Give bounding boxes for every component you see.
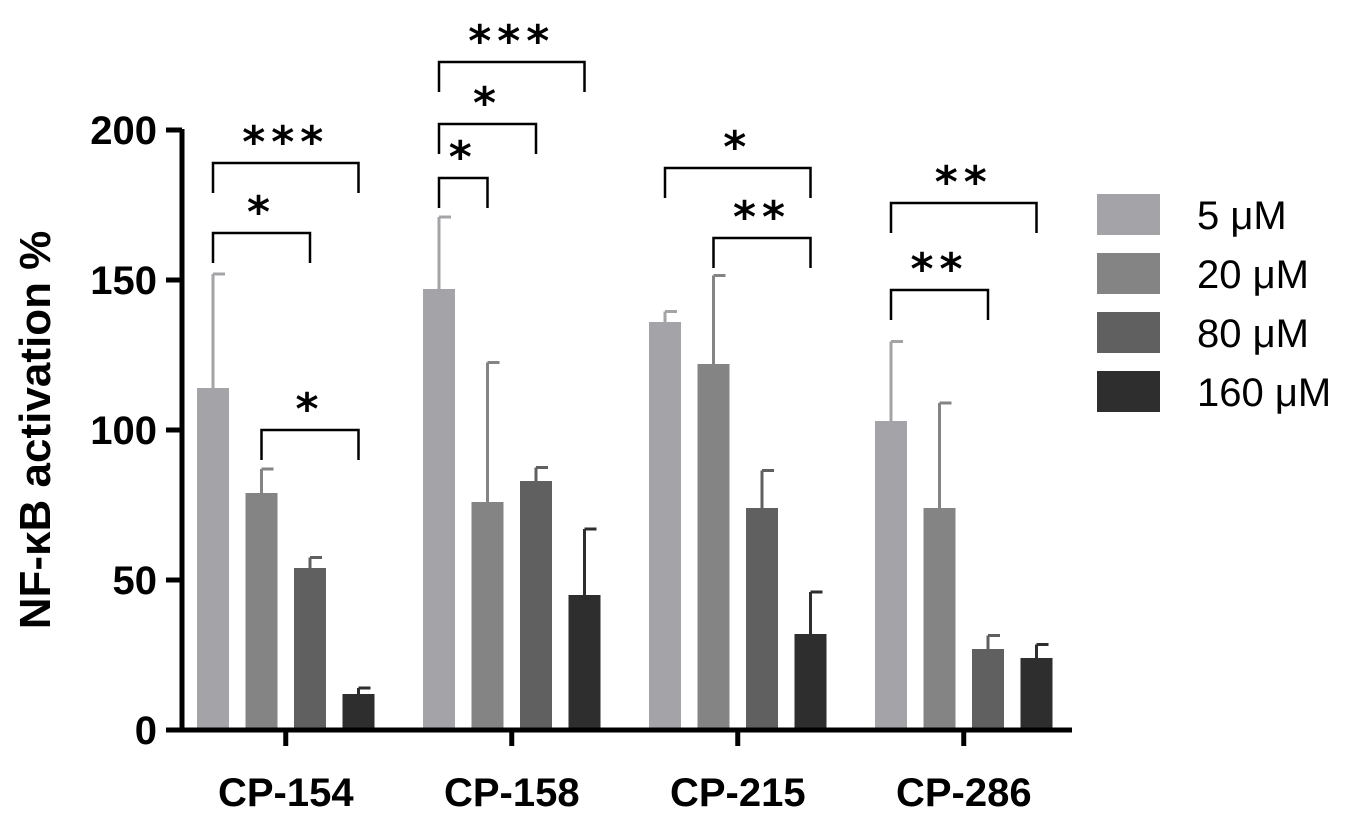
y-axis-label: NF-κB activation % [11, 231, 60, 630]
bar-cp-215-80-m [746, 508, 778, 730]
legend-swatch [1097, 253, 1160, 294]
significance-label: * [295, 384, 324, 435]
bar-cp-286-20-m [923, 508, 956, 730]
bar-cp-154-160-m [342, 694, 375, 730]
legend-swatch [1097, 312, 1160, 353]
significance-label: ** [935, 157, 993, 208]
error-bar-cp-286-20-m [938, 401, 952, 508]
significance-bracket-cp-158-0-2: * [437, 78, 538, 154]
significance-bracket-cp-215-1-3: ** [712, 192, 812, 268]
legend-swatch [1097, 371, 1160, 412]
y-tick-label-50: 50 [113, 559, 158, 603]
bar-cp-158-160-m [568, 595, 601, 730]
bar-cp-158-80-m [520, 481, 552, 730]
legend: 5 μM 20 μM 80 μM 160 μM [1097, 194, 1331, 415]
bar-cp-215-20-m [697, 364, 730, 730]
bar-cp-215-5-m [649, 322, 681, 730]
significance-bracket-cp-154-1-3: * [260, 384, 360, 460]
bar-cp-158-20-m [471, 502, 504, 730]
error-bar-cp-286-5-m [889, 340, 903, 421]
bracket-line [211, 231, 312, 263]
legend-item-20-m: 20 μM [1097, 253, 1309, 297]
significance-label: * [247, 187, 276, 238]
bar-cp-154-80-m [294, 568, 326, 730]
bar-cp-154-20-m [245, 493, 278, 730]
axes-layer: 0 50 100 150 200 CP-154 CP-158 CP-215 CP-286 [90, 109, 1072, 815]
bracket-line [712, 236, 812, 268]
x-tick-label-cp-154: CP-154 [218, 771, 354, 815]
error-bar-cp-286-80-m [986, 634, 1000, 649]
legend-item-5-m: 5 μM [1097, 194, 1287, 238]
bar-cp-286-160-m [1020, 658, 1053, 730]
significance-label: ** [910, 244, 968, 295]
legend-item-160-m: 160 μM [1097, 371, 1331, 415]
bracket-line [663, 166, 812, 198]
significance-bracket-cp-215-0-3: * [663, 122, 812, 198]
y-tick-label-150: 150 [90, 259, 157, 303]
significance-label: *** [468, 16, 555, 67]
significance-bracket-cp-154-0-3: *** [211, 117, 360, 193]
bracket-line [437, 176, 489, 208]
y-tick-label-200: 200 [90, 109, 157, 153]
significance-bracket-cp-154-0-2: * [211, 187, 312, 263]
bar-cp-158-5-m [423, 289, 455, 730]
error-bar-cp-158-80-m [534, 466, 548, 481]
error-bar-cp-215-5-m [663, 310, 677, 322]
error-bar-cp-154-160-m [357, 686, 371, 694]
error-bar-cp-154-20-m [260, 467, 274, 493]
significance-label: ** [733, 192, 791, 243]
x-tick-label-cp-158: CP-158 [444, 771, 580, 815]
bracket-line [437, 60, 586, 92]
bar-cp-154-5-m [197, 388, 229, 730]
error-bars-layer [211, 215, 1049, 694]
bracket-line [260, 428, 360, 460]
error-bar-cp-158-20-m [486, 361, 500, 502]
bracket-line [889, 201, 1038, 233]
bar-cp-215-160-m [794, 634, 827, 730]
legend-label: 20 μM [1197, 253, 1309, 297]
error-bar-cp-215-80-m [760, 469, 774, 508]
legend-item-80-m: 80 μM [1097, 312, 1309, 356]
error-bar-cp-158-160-m [583, 527, 597, 595]
significance-bracket-cp-158-0-3: *** [437, 16, 586, 92]
error-bar-cp-158-5-m [437, 215, 451, 289]
significance-label: * [473, 78, 502, 129]
significance-bracket-cp-286-0-3: ** [889, 157, 1038, 233]
bar-cp-286-5-m [875, 421, 907, 730]
error-bar-cp-215-20-m [712, 274, 726, 364]
error-bar-cp-154-5-m [211, 272, 225, 388]
legend-label: 160 μM [1197, 371, 1331, 415]
significance-bracket-cp-158-0-1: * [437, 132, 489, 208]
bracket-line [211, 161, 360, 193]
bar-cp-286-80-m [972, 649, 1004, 730]
error-bar-cp-154-80-m [308, 556, 322, 568]
legend-label: 5 μM [1197, 194, 1287, 238]
x-tick-label-cp-286: CP-286 [896, 771, 1032, 815]
error-bar-cp-215-160-m [809, 590, 823, 634]
x-tick-label-cp-215: CP-215 [670, 771, 806, 815]
bracket-line [889, 288, 990, 320]
bars-layer [197, 289, 1053, 730]
legend-label: 80 μM [1197, 312, 1309, 356]
legend-swatch [1097, 194, 1160, 235]
y-tick-label-0: 0 [135, 709, 157, 753]
significance-label: * [723, 122, 752, 173]
y-tick-label-100: 100 [90, 409, 157, 453]
significance-label: * [449, 132, 478, 183]
error-bar-cp-286-160-m [1035, 643, 1049, 658]
significance-layer: ********** ******* [211, 16, 1038, 460]
significance-bracket-cp-286-0-2: ** [889, 244, 990, 320]
significance-label: *** [242, 117, 329, 168]
bracket-line [437, 122, 538, 154]
